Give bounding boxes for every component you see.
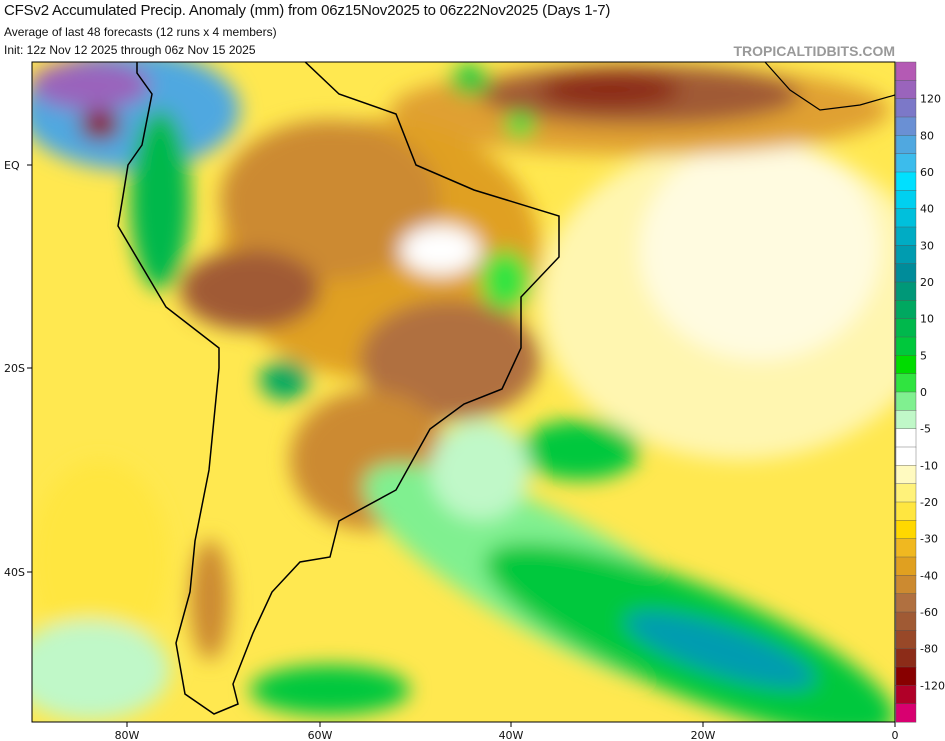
colorbar-label: -120 [920, 679, 945, 692]
colorbar-swatch [895, 61, 917, 81]
lon-label: 80W [115, 729, 140, 741]
colorbar-swatch [895, 611, 917, 631]
colorbar-swatch [895, 483, 917, 503]
colorbar-swatch [895, 648, 917, 668]
colorbar-swatch [895, 556, 917, 576]
colorbar-swatch [895, 703, 917, 723]
colorbar-label: 60 [920, 166, 934, 179]
colorbar-swatch [895, 98, 917, 118]
colorbar-swatch [895, 391, 917, 411]
colorbar-swatch [895, 373, 917, 393]
colorbar-swatch [895, 355, 917, 375]
colorbar-swatch [895, 80, 917, 100]
colorbar-swatch [895, 263, 917, 283]
map-subtitle: Average of last 48 forecasts (12 runs x … [4, 25, 277, 39]
colorbar-label: 5 [920, 349, 927, 362]
colorbar-label: 10 [920, 313, 934, 326]
colorbar-label: -60 [920, 606, 938, 619]
colorbar-swatch [895, 153, 917, 173]
lon-label: 20W [691, 729, 716, 741]
lat-label: EQ [4, 159, 20, 172]
colorbar-swatch [895, 135, 917, 155]
colorbar-swatch [895, 226, 917, 246]
lon-label: 40W [499, 729, 524, 741]
africa-coastline [764, 62, 895, 111]
latitude-axis: EQ 20S 40S [4, 159, 32, 579]
colorbar-swatch [895, 245, 917, 265]
colorbar-label: 120 [920, 93, 941, 106]
colorbar-swatch [895, 465, 917, 485]
colorbar-swatch [895, 685, 917, 705]
colorbar-swatch [895, 520, 917, 540]
colorbar-label: -5 [920, 423, 931, 436]
colorbar-swatch [895, 171, 917, 191]
colorbar-swatch [895, 428, 917, 448]
lon-label: 0 [892, 729, 899, 741]
colorbar-swatch [895, 318, 917, 338]
colorbar-swatch [895, 538, 917, 558]
init-info: Init: 12z Nov 12 2025 through 06z Nov 15… [4, 43, 256, 57]
colorbar-label: -30 [920, 533, 938, 546]
anomaly-field [32, 62, 895, 722]
colorbar-label: 80 [920, 129, 934, 142]
map-title: CFSv2 Accumulated Precip. Anomaly (mm) f… [4, 2, 611, 19]
colorbar-label: 30 [920, 239, 934, 252]
watermark: TROPICALTIDBITS.COM [733, 43, 895, 59]
colorbar-label: -10 [920, 459, 938, 472]
colorbar-swatch [895, 575, 917, 595]
colorbar-swatch [895, 281, 917, 301]
colorbar-swatch [895, 116, 917, 136]
colorbar-label: 20 [920, 276, 934, 289]
colorbar-swatch [895, 410, 917, 430]
map-frame [31, 61, 896, 723]
colorbar-swatch [895, 208, 917, 228]
lon-label: 60W [308, 729, 333, 741]
colorbar-swatch [895, 501, 917, 521]
colorbar-label: -20 [920, 496, 938, 509]
colorbar-swatch [895, 630, 917, 650]
colorbar-label: -80 [920, 643, 938, 656]
colorbar-label: 40 [920, 203, 934, 216]
colorbar-label: 0 [920, 386, 927, 399]
colorbar-swatch [895, 593, 917, 613]
lat-label: 40S [4, 566, 25, 579]
colorbar-label: -40 [920, 569, 938, 582]
colorbar-swatch [895, 190, 917, 210]
lat-label: 20S [4, 362, 25, 375]
south-america-coastline [117, 62, 560, 715]
colorbar-swatch [895, 666, 917, 686]
colorbar-swatch [895, 300, 917, 320]
colorbar-swatch [895, 336, 917, 356]
longitude-axis: 80W 60W 40W 20W 0 [115, 722, 899, 741]
colorbar: 120 80 60 40 30 20 10 5 0 -5 -10 -20 -30 -40 -60 -80 -12… [895, 61, 945, 723]
colorbar-swatch [895, 446, 917, 466]
